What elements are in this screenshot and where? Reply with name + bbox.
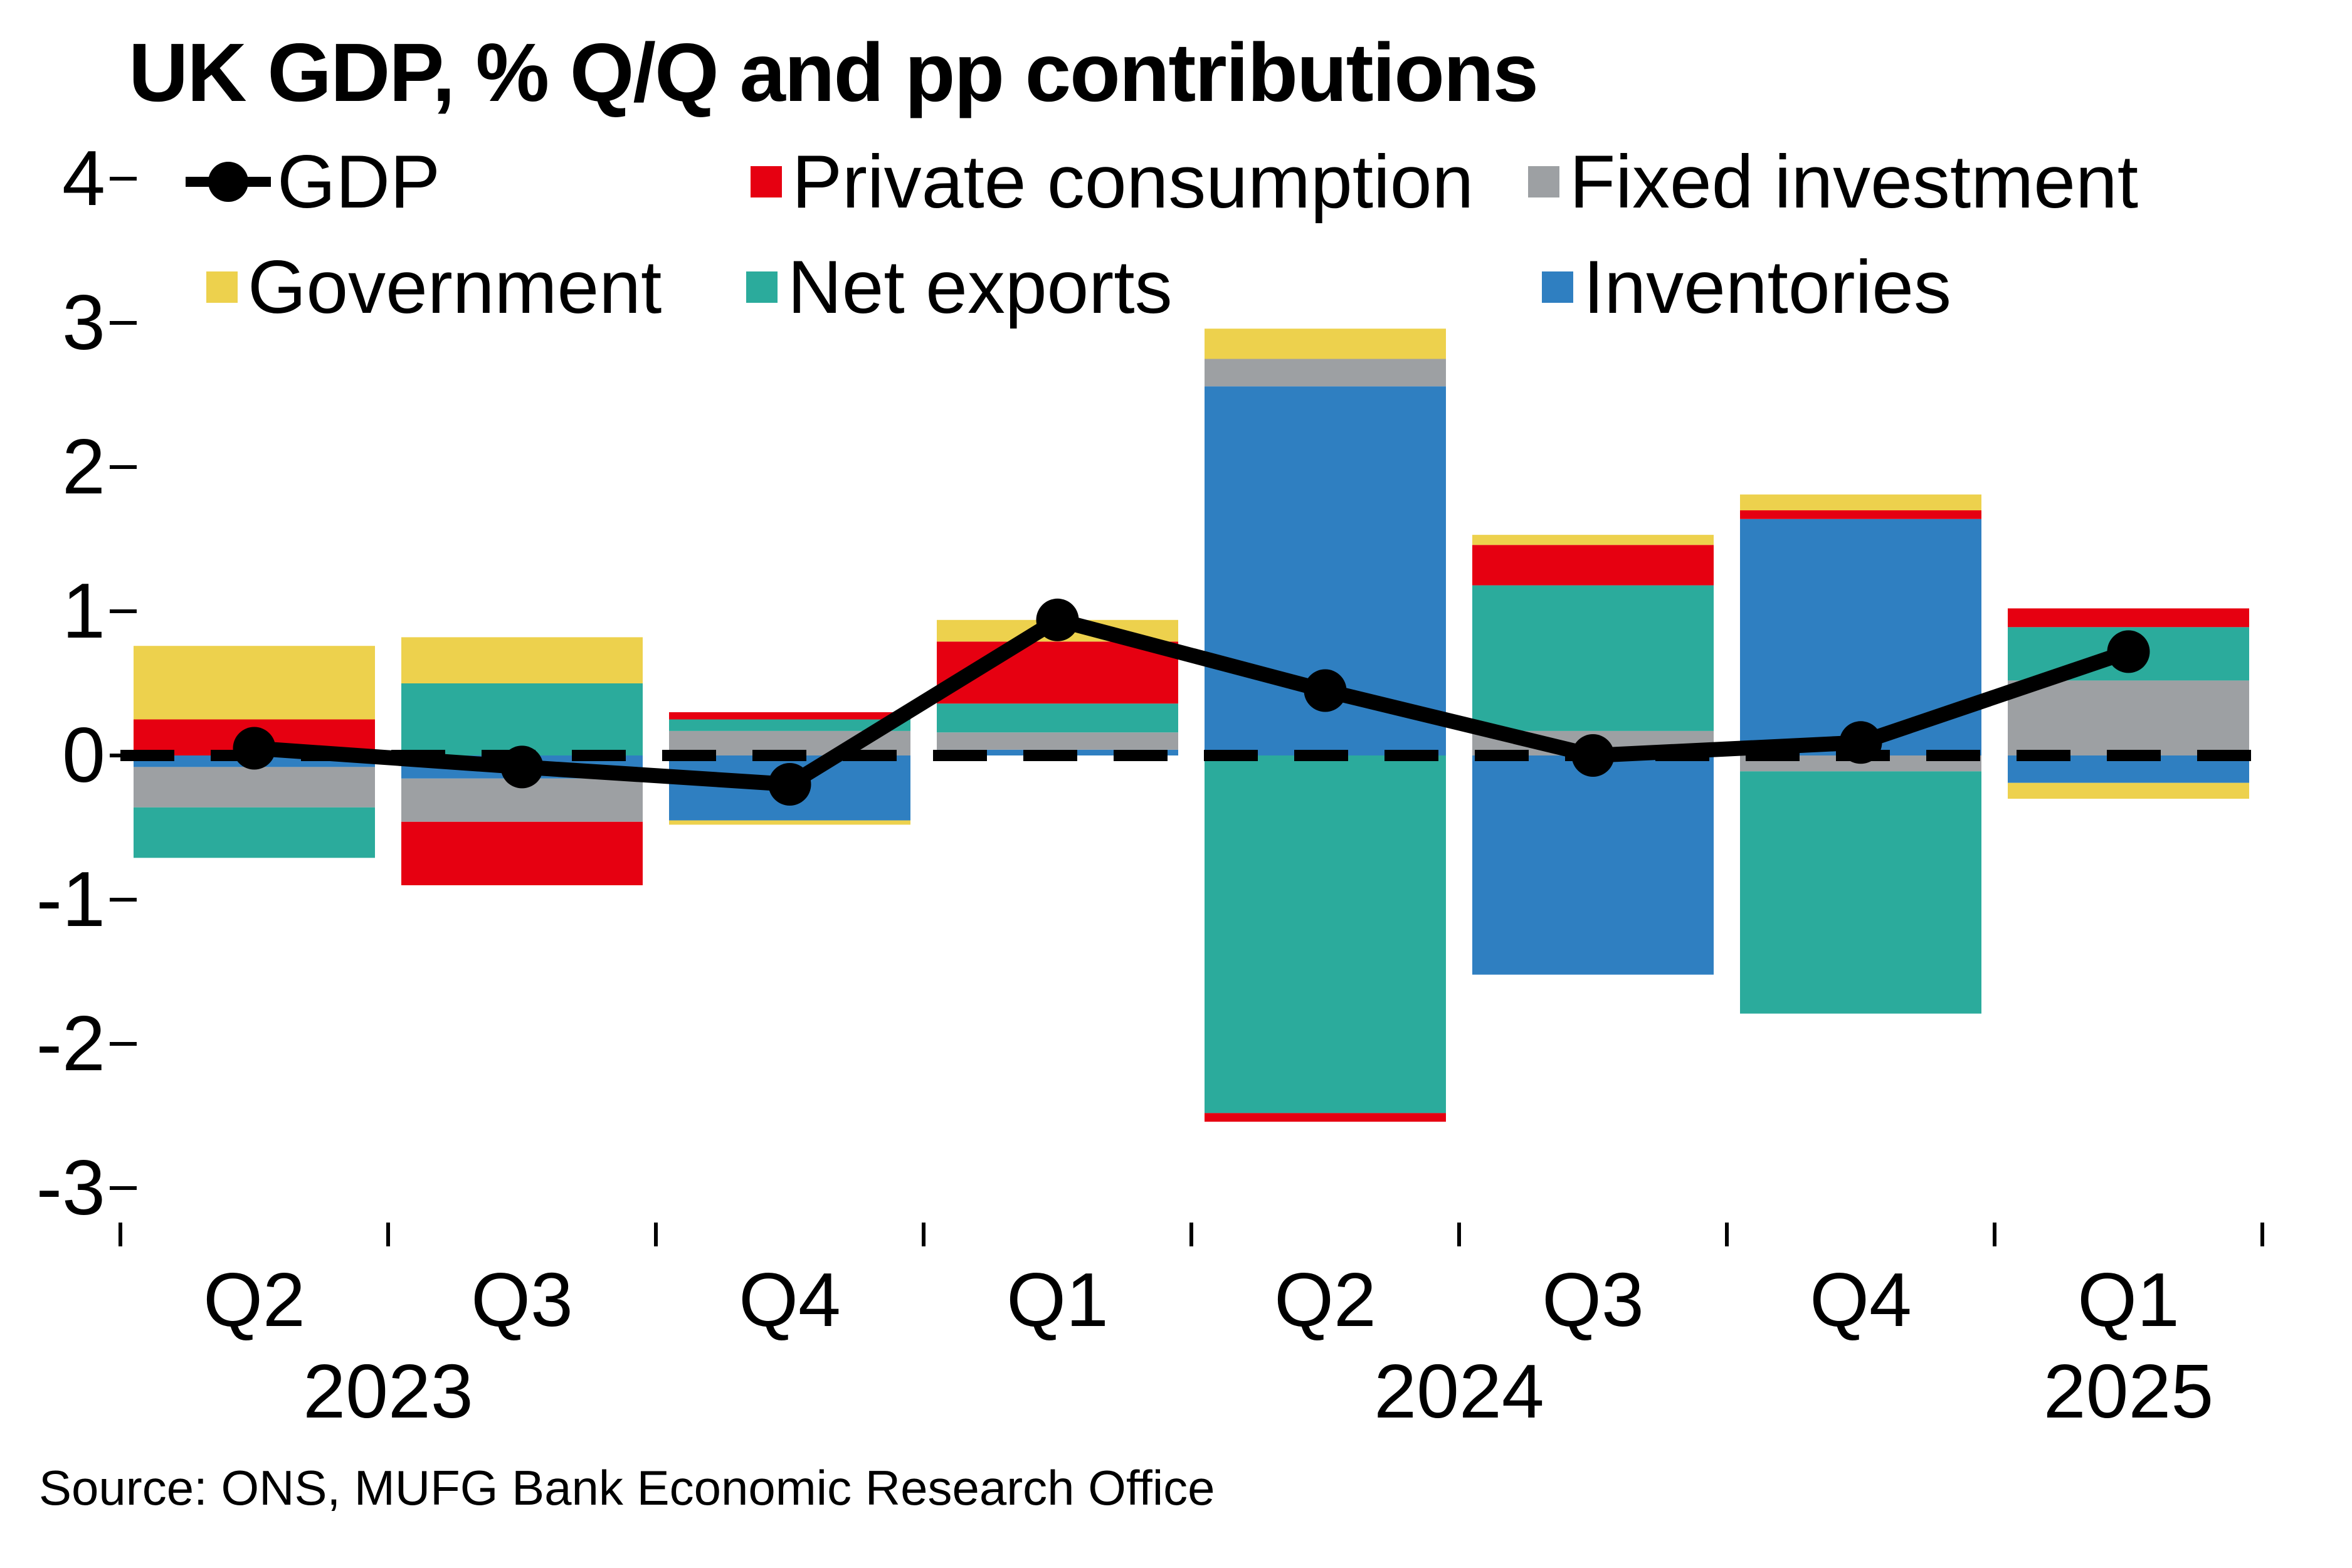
y-axis-tick-label: 3 [62, 280, 105, 366]
government-swatch-icon [206, 271, 238, 303]
x-axis-year-label: 2024 [1374, 1349, 1544, 1434]
bar-segment-fixed_investment [2008, 680, 2249, 755]
gdp-line [253, 612, 2131, 792]
bar-segment-fixed_investment [1205, 359, 1446, 387]
bar-segment-private_consumption [2008, 608, 2249, 628]
gdp-point [1304, 669, 1347, 712]
gdp-point [233, 727, 276, 770]
y-axis-tick-label: -1 [36, 856, 105, 943]
legend-label-fixed-investment: Fixed investment [1569, 140, 2139, 224]
x-axis-quarter-label: Q4 [1810, 1257, 1912, 1342]
private-consumption-swatch-icon [751, 166, 782, 197]
x-axis-year-label: 2025 [2043, 1349, 2214, 1434]
gdp-line-marker-icon [186, 143, 271, 221]
bar-segment-government [134, 646, 375, 720]
bar-segment-net_exports [1205, 755, 1446, 1113]
legend-label-net-exports: Net exports [788, 245, 1173, 329]
bar-segment-government [1205, 329, 1446, 359]
y-axis-tick-label: -3 [36, 1145, 105, 1231]
gdp-point [768, 763, 811, 806]
y-axis-tick-label: 4 [62, 135, 105, 222]
y-axis-tick-label: 1 [62, 568, 105, 655]
bar-segment-government [1740, 494, 1981, 510]
chart-title: UK GDP, % Q/Q and pp contributions [129, 26, 1539, 118]
source-note: Source: ONS, MUFG Bank Economic Research… [39, 1460, 1215, 1515]
bar-segment-net_exports [1472, 585, 1714, 731]
gdp-point [1036, 598, 1079, 641]
legend-item-inventories: Inventories [1542, 248, 1951, 326]
bar-segment-net_exports [134, 807, 375, 858]
bar-segment-net_exports [401, 683, 643, 755]
net-exports-swatch-icon [746, 271, 778, 303]
bar-segment-net_exports [669, 719, 910, 731]
legend-item-gdp: GDP [186, 143, 440, 221]
bar-segment-government [2008, 782, 2249, 799]
x-axis-quarter-label: Q3 [471, 1257, 573, 1342]
bar-segment-private_consumption [1472, 545, 1714, 586]
y-axis-tick-label: -2 [36, 1001, 105, 1087]
bar-segment-fixed_investment [937, 732, 1178, 750]
legend-item-net-exports: Net exports [746, 248, 1173, 326]
legend-label-inventories: Inventories [1583, 245, 1951, 329]
x-axis-quarter-label: Q1 [2077, 1257, 2180, 1342]
bar-segment-inventories [1472, 755, 1714, 975]
legend-item-fixed-investment: Fixed investment [1528, 143, 2138, 221]
legend-label-private-consumption: Private consumption [792, 140, 1474, 224]
legend-label-government: Government [248, 245, 662, 329]
bar-segment-private_consumption [1205, 1113, 1446, 1122]
legend-item-government: Government [206, 248, 662, 326]
bar-segment-private_consumption [401, 821, 643, 885]
bar-segment-private_consumption [1740, 510, 1981, 519]
bar-segment-fixed_investment [134, 767, 375, 808]
y-axis-tick-label: 2 [62, 424, 105, 510]
bar-segment-private_consumption [669, 712, 910, 720]
x-axis-quarter-label: Q2 [203, 1257, 305, 1342]
bar-segment-net_exports [1740, 771, 1981, 1014]
bar-segment-government [669, 820, 910, 825]
x-axis-quarter-label: Q2 [1274, 1257, 1376, 1342]
gdp-point [2107, 630, 2150, 673]
inventories-swatch-icon [1542, 271, 1573, 303]
x-axis-year-label: 2023 [303, 1349, 473, 1434]
x-axis-quarter-label: Q1 [1006, 1257, 1109, 1342]
x-axis-quarter-label: Q4 [739, 1257, 841, 1342]
fixed-investment-swatch-icon [1528, 166, 1559, 197]
legend-item-private-consumption: Private consumption [751, 143, 1474, 221]
bar-segment-government [401, 637, 643, 683]
legend-label-gdp: GDP [277, 140, 441, 224]
gdp-point [1571, 734, 1615, 777]
x-axis-quarter-label: Q3 [1542, 1257, 1644, 1342]
gdp-point [1839, 721, 1882, 764]
gdp-point [500, 745, 544, 789]
bar-segment-government [1472, 535, 1714, 545]
bar-segment-net_exports [937, 703, 1178, 733]
y-axis-tick-label: 0 [62, 712, 105, 799]
